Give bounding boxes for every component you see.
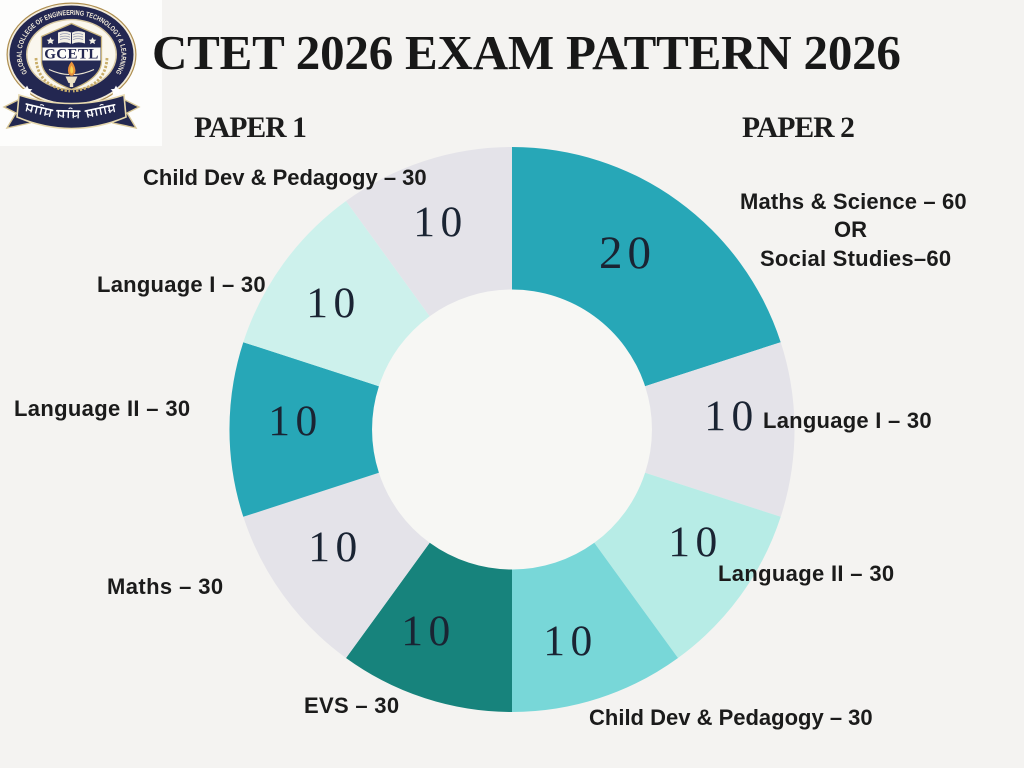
svg-text:GCETL: GCETL [44,47,99,63]
